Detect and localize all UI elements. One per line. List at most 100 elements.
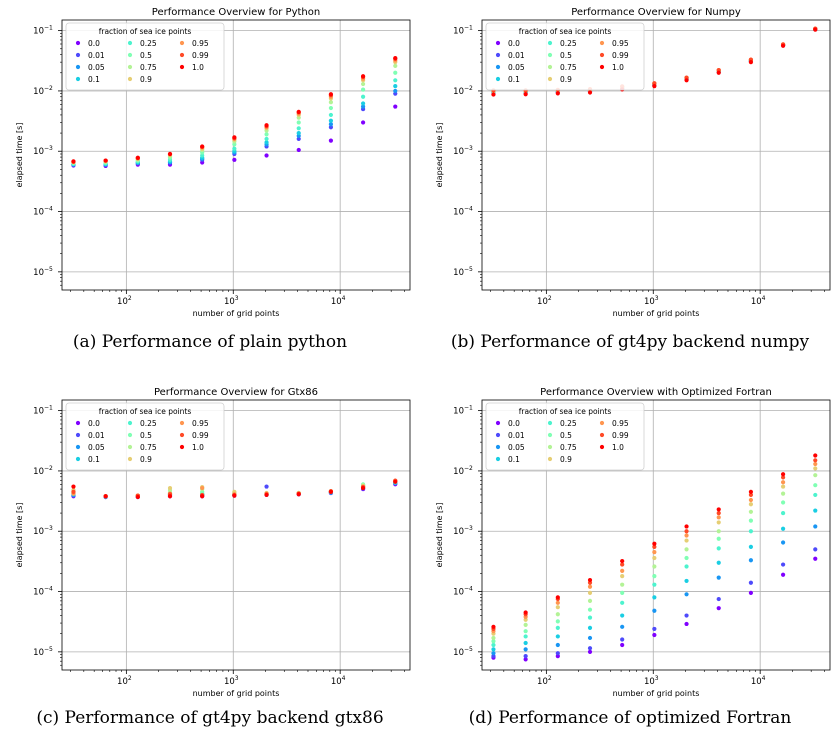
data-point xyxy=(360,81,366,87)
data-point xyxy=(491,642,496,648)
data-point xyxy=(103,494,108,499)
x-axis-label: number of grid points xyxy=(613,689,700,698)
data-point xyxy=(360,87,366,92)
data-point xyxy=(296,120,301,125)
data-point xyxy=(393,56,398,61)
data-point xyxy=(71,489,76,494)
legend-title: fraction of sea ice points xyxy=(99,27,192,36)
data-point xyxy=(555,642,560,648)
data-point xyxy=(232,135,237,140)
legend-entry-label: 0.95 xyxy=(192,419,209,428)
legend-entry-label: 0.75 xyxy=(560,63,577,72)
data-point xyxy=(748,558,754,563)
data-point xyxy=(200,494,205,499)
data-point xyxy=(587,635,593,641)
legend-box xyxy=(65,402,225,471)
legend: fraction of sea ice points 0.0 0.01 0.05 0.1… xyxy=(485,22,645,91)
data-point xyxy=(587,598,593,603)
legend-entry-label: 0.25 xyxy=(140,419,157,428)
data-point xyxy=(780,43,786,48)
data-points xyxy=(491,26,818,97)
y-tick-label: 10−4 xyxy=(33,206,53,218)
data-point xyxy=(491,639,496,644)
legend: fraction of sea ice points 0.0 0.01 0.05 0.1… xyxy=(65,22,225,91)
legend-entry-label: 0.05 xyxy=(508,443,525,452)
data-point xyxy=(491,647,496,652)
legend-marker xyxy=(75,52,81,58)
legend-entry-label: 1.0 xyxy=(192,63,204,72)
data-point xyxy=(264,140,269,145)
y-tick-label: 10−5 xyxy=(33,266,53,278)
data-point xyxy=(684,578,689,584)
legend-marker xyxy=(127,432,133,438)
x-tick-label: 104 xyxy=(331,675,346,687)
data-point xyxy=(813,27,818,32)
x-axis-label: number of grid points xyxy=(193,689,280,698)
data-point xyxy=(780,510,786,516)
data-point xyxy=(360,74,366,79)
y-axis-label: elapsed time [s] xyxy=(435,503,444,568)
data-point xyxy=(620,642,625,648)
legend-marker xyxy=(127,420,133,426)
y-tick-label: 10−4 xyxy=(453,206,473,218)
data-point xyxy=(523,657,528,662)
legend-entry-label: 0.9 xyxy=(560,75,572,84)
data-point xyxy=(652,550,657,555)
legend-marker xyxy=(127,444,133,450)
data-point xyxy=(813,466,818,471)
data-point xyxy=(135,155,140,160)
data-point xyxy=(296,126,301,131)
x-tick-label: 102 xyxy=(537,295,552,307)
legend-marker xyxy=(127,76,133,82)
y-tick-label: 10−4 xyxy=(453,586,473,598)
data-point xyxy=(328,138,334,143)
data-point xyxy=(620,590,625,595)
legend-entry-label: 0.1 xyxy=(508,75,520,84)
data-point xyxy=(71,159,76,164)
data-point xyxy=(393,63,398,69)
chart-title: Performance Overview for Python xyxy=(152,7,320,18)
legend-entry-label: 0.01 xyxy=(88,51,105,60)
legend-marker xyxy=(179,52,185,58)
data-point xyxy=(652,81,657,86)
legend-entry-label: 0.1 xyxy=(508,455,520,464)
legend-box xyxy=(485,402,645,471)
figure-caption-d: (d) Performance of optimized Fortran xyxy=(468,708,792,728)
legend-marker xyxy=(127,456,133,462)
y-tick-label: 10−1 xyxy=(453,405,473,417)
data-point xyxy=(296,130,301,136)
legend-entry-label: 0.99 xyxy=(612,51,629,60)
data-point xyxy=(813,453,818,458)
data-point xyxy=(652,564,657,569)
legend: fraction of sea ice points 0.0 0.01 0.05 0.1… xyxy=(485,402,645,471)
data-point xyxy=(328,92,334,97)
legend-marker xyxy=(547,64,553,70)
data-point xyxy=(620,568,625,573)
figure-caption-c: (c) Performance of gt4py backend gtx86 xyxy=(36,708,384,728)
y-axis-label: elapsed time [s] xyxy=(15,503,24,568)
legend-title: fraction of sea ice points xyxy=(99,407,192,416)
legend-entry-label: 0.05 xyxy=(88,443,105,452)
data-point xyxy=(716,536,721,541)
data-point xyxy=(491,92,496,97)
data-point xyxy=(491,624,496,629)
chart-title: Performance Overview for Numpy xyxy=(571,7,741,18)
data-point xyxy=(587,90,593,95)
legend-marker xyxy=(179,40,185,46)
legend-entry-label: 0.95 xyxy=(612,419,629,428)
data-point xyxy=(620,600,625,605)
data-point xyxy=(652,632,657,638)
data-point xyxy=(264,136,269,142)
data-point xyxy=(167,485,173,491)
data-point xyxy=(748,502,754,507)
data-point xyxy=(684,564,689,569)
x-axis-label: number of grid points xyxy=(193,309,280,318)
data-point xyxy=(813,547,818,552)
data-point xyxy=(523,617,528,622)
legend-entry-label: 0.5 xyxy=(140,431,152,440)
legend-entry-label: 0.5 xyxy=(560,51,572,60)
legend-box xyxy=(485,22,645,91)
data-point xyxy=(652,555,657,561)
data-point xyxy=(523,647,528,652)
legend-entry-label: 0.0 xyxy=(88,39,100,48)
